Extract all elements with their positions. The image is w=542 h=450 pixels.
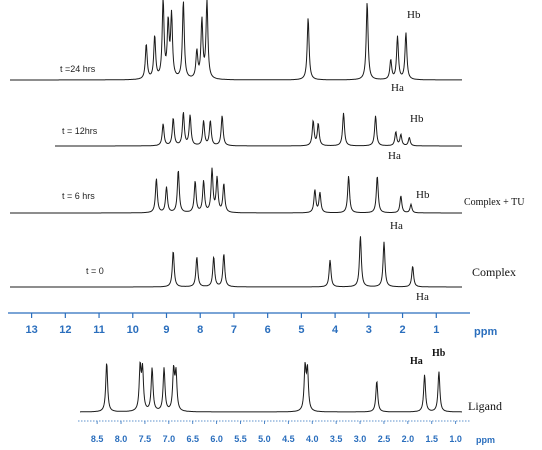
tick-label: 5: [298, 324, 304, 336]
tick-label: 1.5: [425, 434, 438, 444]
annotation-ha-t6: Ha: [390, 220, 403, 232]
tick-label: 13: [25, 324, 37, 336]
label-t24: t =24 hrs: [60, 64, 96, 74]
tick-label: 7.0: [163, 434, 176, 444]
tick-label: 8.0: [115, 434, 128, 444]
tick-label: 5.5: [234, 434, 247, 444]
tick-label: 4.0: [306, 434, 319, 444]
top-ppm-axis: 13 12 11 10 9 8 7 6 5 4 3 2 1 ppm: [8, 312, 497, 338]
label-t0: t = 0: [86, 266, 104, 276]
tick-label: 6.0: [210, 434, 223, 444]
tick-label: 2.0: [402, 434, 415, 444]
trace-ligand: [80, 361, 462, 413]
tick-label: 4: [332, 324, 339, 336]
annotation-ha-t12: Ha: [388, 150, 401, 162]
annotation-hb-ligand: Hb: [432, 348, 446, 359]
tick-label: 8: [197, 324, 203, 336]
tick-label: 5.0: [258, 434, 271, 444]
top-axis-ticks: 13 12 11 10 9 8 7 6 5 4 3 2 1: [25, 313, 439, 336]
tick-label: 3.5: [330, 434, 343, 444]
label-t6: t = 6 hrs: [62, 191, 95, 201]
tick-label: 2: [399, 324, 405, 336]
annotation-ha-t24: Ha: [391, 82, 404, 94]
tick-label: 6.5: [186, 434, 199, 444]
annotation-ha-t0: Ha: [416, 291, 429, 303]
tick-label: 8.5: [91, 434, 104, 444]
tick-label: 7.5: [139, 434, 152, 444]
tick-label: 12: [59, 324, 71, 336]
trace-t24: [10, 0, 462, 81]
annotation-hb-t24: Hb: [407, 9, 421, 21]
tick-label: 3: [366, 324, 372, 336]
spectrum-traces: [10, 0, 462, 413]
tick-label: 1.0: [449, 434, 462, 444]
side-label-complex-tu: Complex + TU: [464, 197, 525, 208]
tick-label: 3.0: [354, 434, 367, 444]
tick-label: 7: [231, 324, 237, 336]
trace-t12: [55, 112, 462, 147]
tick-label: 1: [433, 324, 439, 336]
side-label-complex: Complex: [472, 265, 516, 279]
annotation-hb-t6: Hb: [416, 189, 430, 201]
tick-label: 6: [265, 324, 271, 336]
side-label-ligand: Ligand: [468, 399, 502, 413]
trace-t6: [10, 167, 462, 214]
tick-label: 4.5: [282, 434, 295, 444]
annotation-hb-t12: Hb: [410, 113, 424, 125]
label-t12: t = 12hrs: [62, 126, 98, 136]
bottom-axis-unit: ppm: [476, 435, 495, 445]
tick-label: 11: [93, 324, 105, 336]
annotation-ha-ligand: Ha: [410, 356, 423, 367]
tick-label: 9: [163, 324, 169, 336]
top-axis-unit: ppm: [474, 326, 497, 338]
tick-label: 10: [127, 324, 139, 336]
tick-label: 2.5: [378, 434, 391, 444]
trace-t0: [10, 236, 462, 288]
bottom-ppm-axis: 8.5 8.0 7.5 7.0 6.5 6.0 5.5 5.0 4.5 4.0 3.5 3.0 2.5 2…: [78, 420, 495, 445]
bottom-axis-ticks: 8.5 8.0 7.5 7.0 6.5 6.0 5.5 5.0 4.5 4.0 3.5 3.0 2.5 2…: [91, 421, 462, 444]
